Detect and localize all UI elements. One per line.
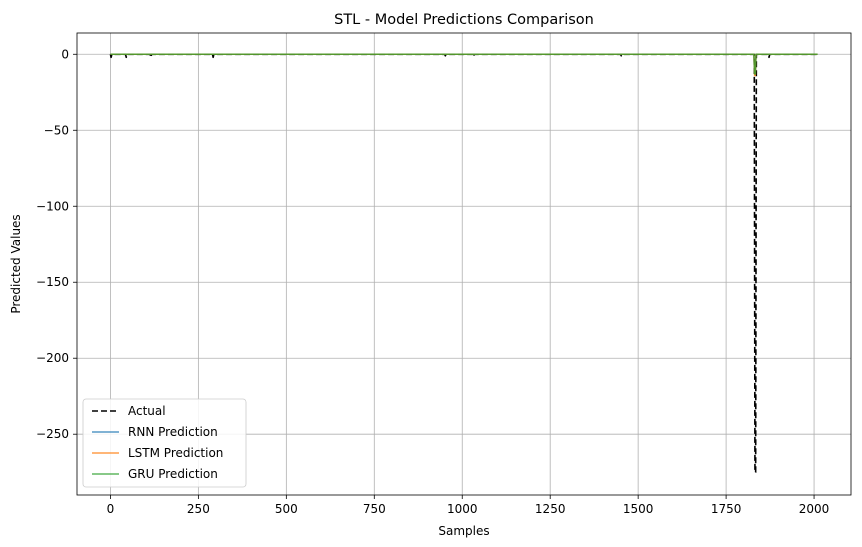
x-axis-ticks: 0 250 500 750 1000 1250 1500 1750 2000 (107, 495, 830, 516)
legend-label: GRU Prediction (128, 467, 218, 481)
x-tick-label: 1000 (447, 502, 478, 516)
x-tick-label: 250 (187, 502, 210, 516)
legend-label: LSTM Prediction (128, 446, 223, 460)
x-tick-label: 750 (363, 502, 386, 516)
y-axis-label: Predicted Values (9, 214, 23, 313)
y-tick-label: −150 (36, 275, 69, 289)
series-line-gru-prediction (110, 53, 818, 75)
series-lines (109, 53, 818, 473)
y-tick-label: −250 (36, 427, 69, 441)
series-line-rnn-prediction (110, 53, 818, 74)
y-tick-label: −100 (36, 199, 69, 213)
y-tick-label: −50 (44, 123, 69, 137)
x-tick-label: 1250 (535, 502, 566, 516)
legend: Actual RNN Prediction LSTM Prediction GRU P… (82, 398, 247, 488)
series-line-lstm-prediction (110, 53, 818, 77)
legend-label: RNN Prediction (128, 425, 218, 439)
x-tick-label: 1500 (623, 502, 654, 516)
legend-label: Actual (128, 404, 166, 418)
x-tick-label: 1750 (711, 502, 742, 516)
legend-box (82, 398, 247, 488)
y-axis-ticks: 0 −50 −100 −150 −200 −250 (36, 47, 77, 441)
chart-title: STL - Model Predictions Comparison (334, 12, 594, 28)
x-axis-label: Samples (438, 524, 489, 538)
plot-frame (76, 32, 852, 496)
x-tick-label: 500 (275, 502, 298, 516)
x-tick-label: 2000 (799, 502, 830, 516)
y-tick-label: −200 (36, 351, 69, 365)
x-tick-label: 0 (107, 502, 115, 516)
y-tick-label: 0 (61, 47, 69, 61)
